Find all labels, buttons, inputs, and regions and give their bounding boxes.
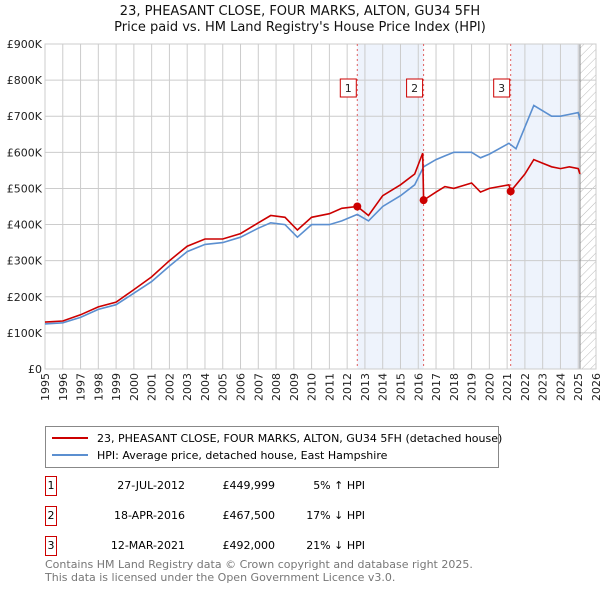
x-tick-label: 2013 [359,373,372,401]
x-tick-label: 1997 [75,373,88,401]
x-tick-label: 2010 [306,373,319,401]
sale-hpi-diff: 21% ↓ HPI [306,539,365,552]
sale-date: 27-JUL-2012 [117,479,185,492]
x-tick-label: 2007 [252,373,265,401]
x-tick-label: 2023 [537,373,550,401]
x-tick-label: 2001 [146,373,159,401]
x-tick-label: 1999 [110,373,123,401]
forecast-hatch [580,44,596,369]
sale-date: 12-MAR-2021 [110,539,185,552]
x-tick-label: 2021 [501,373,514,401]
y-tick-label: £100K [7,327,43,340]
sale-price: £467,500 [222,509,276,522]
annotation-label: 1 [345,82,352,95]
y-tick-label: £0 [28,363,42,376]
x-tick-label: 2002 [163,373,176,401]
x-tick-label: 2020 [483,373,496,401]
x-tick-label: 2025 [572,373,585,401]
sale-price: £449,999 [222,479,276,492]
y-tick-label: £200K [7,291,43,304]
x-tick-label: 2019 [466,373,479,401]
y-tick-label: £500K [7,182,43,195]
sale-point [353,202,362,211]
x-tick-label: 2000 [128,373,141,401]
x-tick-label: 2004 [199,373,212,401]
sale-number: 1 [45,476,57,496]
chart-subtitle: Price paid vs. HM Land Registry's House … [114,20,486,35]
sale-price: £492,000 [222,539,276,552]
x-tick-label: 2016 [412,373,425,401]
y-tick-label: £600K [7,146,43,159]
x-tick-label: 2009 [288,373,301,401]
legend-hpi: HPI: Average price, detached house, East… [97,448,388,462]
annotation-box [406,78,424,98]
sale-point [506,187,515,196]
x-tick-label: 2024 [554,373,567,401]
sale-date: 18-APR-2016 [113,509,185,522]
shaded-range [510,44,581,369]
x-tick-label: 2015 [394,373,407,401]
legend-red-line [52,437,88,439]
x-tick-label: 2011 [323,373,336,401]
x-tick-label: 2026 [590,373,600,401]
y-tick-label: £400K [7,219,43,232]
footer-line-1: Contains HM Land Registry data © Crown c… [45,558,473,571]
sale-row: 1 27-JUL-2012 £449,999 5% ↑ HPI [45,476,445,496]
x-tick-label: 2014 [377,373,390,401]
x-tick-label: 1998 [92,373,105,401]
x-tick-label: 2005 [217,373,230,401]
price-chart: 1995 1996 1997 1998 1999 2000 2001 2002 2003 2004… [7,38,600,401]
y-tick-label: £700K [7,110,43,123]
hpi-line [44,104,581,325]
x-tick-label: 2006 [235,373,248,401]
sale-row: 2 18-APR-2016 £467,500 17% ↓ HPI [45,506,445,526]
footer: Contains HM Land Registry data © Crown c… [45,558,473,584]
sale-row: 3 12-MAR-2021 £492,000 21% ↓ HPI [45,536,445,556]
x-tick-label: 2008 [270,373,283,401]
annotation-label: 3 [498,82,505,95]
legend-blue-line [52,454,88,456]
footer-line-2: This data is licensed under the Open Gov… [45,571,396,584]
y-tick-label: £300K [7,255,43,268]
x-tick-label: 2018 [448,373,461,401]
sale-point [419,196,428,205]
sale-number: 2 [45,506,57,526]
x-tick-label: 1996 [57,373,70,401]
annotation-box [493,78,511,98]
legend-property: 23, PHEASANT CLOSE, FOUR MARKS, ALTON, G… [97,431,503,445]
x-tick-label: 2012 [341,373,354,401]
x-tick-label: 2022 [519,373,532,401]
plot-frame [44,43,597,370]
legend: 23, PHEASANT CLOSE, FOUR MARKS, ALTON, G… [45,426,503,468]
x-tick-label: 2003 [181,373,194,401]
x-tick-label: 1995 [39,373,52,401]
x-tick-label: 2017 [430,373,443,401]
annotation-label: 2 [411,82,418,95]
shaded-range [357,44,424,369]
property-price-line [44,152,581,323]
annotation-box [339,78,357,98]
y-tick-label: £900K [7,38,43,51]
chart-title: 23, PHEASANT CLOSE, FOUR MARKS, ALTON, G… [119,4,481,19]
sale-hpi-diff: 17% ↓ HPI [306,509,365,522]
sale-number: 3 [45,536,57,556]
y-tick-label: £800K [7,74,43,87]
sale-hpi-diff: 5% ↑ HPI [313,479,365,492]
